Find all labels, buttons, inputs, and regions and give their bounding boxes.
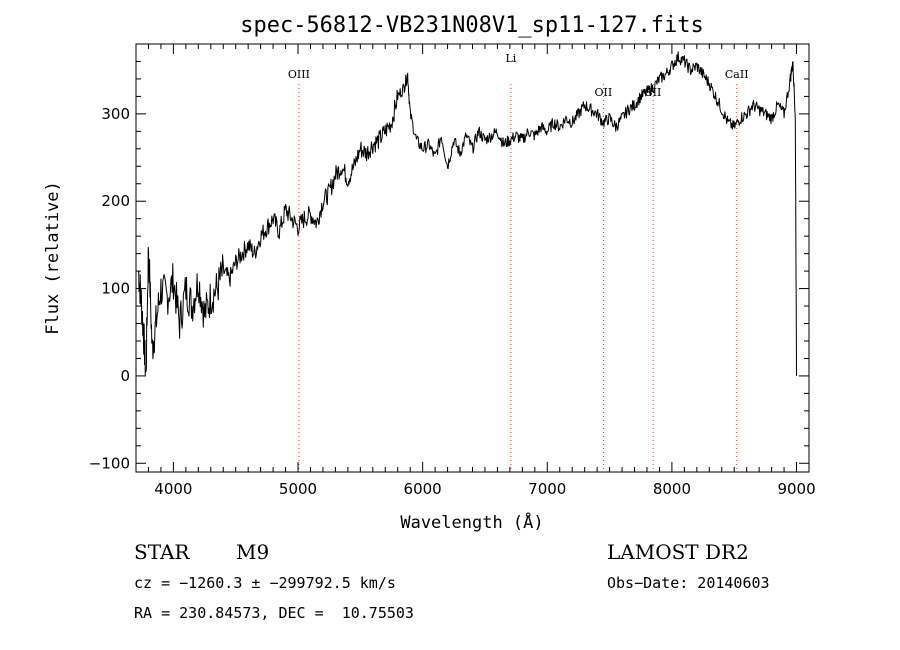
y-tick-label: 0 xyxy=(120,367,130,385)
y-axis-label: Flux (relative) xyxy=(43,181,63,335)
x-tick-label: 9000 xyxy=(777,480,815,498)
x-tick-label: 4000 xyxy=(154,480,192,498)
spectral-line-label: Li xyxy=(505,52,516,65)
spectral-line-label: OIII xyxy=(288,68,310,81)
x-tick-label: 8000 xyxy=(653,480,691,498)
chart-title: spec-56812-VB231N08V1_sp11-127.fits xyxy=(240,13,704,38)
coordinates: RA = 230.84573, DEC = 10.75503 xyxy=(134,604,414,622)
plot-frame xyxy=(135,43,810,473)
x-tick-label: 6000 xyxy=(404,480,442,498)
y-tick-label: −100 xyxy=(89,454,130,472)
x-tick-label: 7000 xyxy=(528,480,566,498)
x-axis-label: Wavelength (Å) xyxy=(400,511,543,533)
y-tick-label: 200 xyxy=(101,192,130,210)
series-layer xyxy=(138,51,797,376)
axis-ticks: 4000 5000 6000 7000 8000 9000 −100 0 100 200 300 xyxy=(89,44,816,498)
object-subclass: M9 xyxy=(236,540,270,564)
y-tick-label: 100 xyxy=(101,280,130,298)
redshift-value: cz = −1260.3 ± −299792.5 km/s xyxy=(134,574,396,592)
spectral-line-label: CaII xyxy=(725,68,749,81)
observation-date: Obs−Date: 20140603 xyxy=(607,574,770,592)
x-tick-label: 5000 xyxy=(279,480,317,498)
spectral-line-label: OII xyxy=(595,86,613,99)
survey-name: LAMOST DR2 xyxy=(607,540,749,564)
spectrum-series-line xyxy=(138,51,797,376)
y-tick-label: 300 xyxy=(101,105,130,123)
object-class: STAR xyxy=(134,540,190,564)
